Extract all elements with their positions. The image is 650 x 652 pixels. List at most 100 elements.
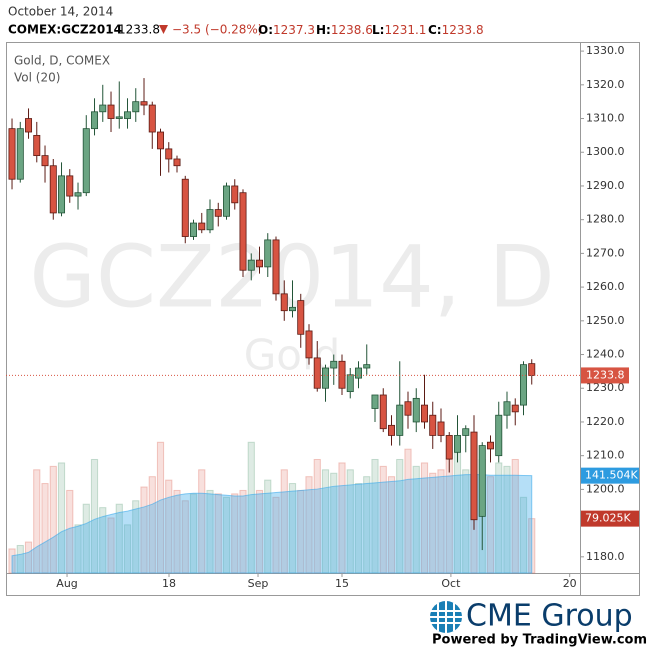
x-tick-label: Aug (56, 577, 77, 590)
y-tick-label: 1290.0 (586, 179, 625, 192)
volume-tag-label: 141.504K (585, 469, 638, 482)
candle-body (445, 435, 453, 460)
y-tick-label: 1270.0 (586, 246, 625, 259)
candle-body (495, 414, 503, 457)
candle-body (74, 192, 82, 197)
candle-body (297, 300, 305, 335)
y-tick-label: 1310.0 (586, 112, 625, 125)
candle-body (140, 101, 148, 106)
candle-body (66, 175, 74, 197)
candle-body (470, 431, 478, 521)
y-tick-label: 1230.0 (586, 381, 625, 394)
candle-body (132, 101, 140, 113)
candle-body (330, 360, 338, 369)
candle-body (148, 104, 156, 133)
ohlc-item: H:1238.6 (316, 23, 373, 37)
candle-body (478, 445, 486, 517)
candle-body (91, 111, 99, 130)
ohlc: O:1237.3 H:1238.6 L:1231.1 C:1233.8 (258, 23, 484, 37)
candle-body (322, 367, 329, 389)
candle-body (421, 404, 428, 423)
candle-body (462, 428, 470, 436)
candle-body (355, 367, 362, 379)
ohlc-value: 1238.6 (331, 23, 373, 37)
watermark: GCZ2014, D (29, 227, 554, 327)
x-tick-label: Sep (248, 577, 269, 590)
candle-body (519, 364, 527, 406)
y-tick-label: 1250.0 (586, 314, 625, 327)
candle-body (49, 165, 57, 214)
last-price-tag (581, 367, 629, 384)
candle-body (223, 185, 231, 217)
candle-body (486, 441, 494, 450)
y-tick-label: 1280.0 (586, 213, 625, 226)
candle-body (264, 239, 272, 268)
ohlc-value: 1233.8 (442, 23, 484, 37)
candle-body (429, 414, 437, 436)
candle-body (41, 155, 49, 167)
candle-body (231, 185, 239, 204)
x-tick-label: 15 (335, 577, 349, 590)
candle-body (289, 306, 296, 312)
candle-body (511, 404, 519, 413)
y-tick-label: 1240.0 (586, 348, 625, 361)
candle-body (8, 128, 16, 180)
date: October 14, 2014 (8, 5, 113, 19)
volume-tag-label: 79.025K (585, 512, 631, 525)
candle-body (239, 192, 247, 271)
candle-body (272, 239, 280, 295)
x-tick-label: Oct (441, 577, 461, 590)
candle-body (214, 209, 222, 217)
candle-body (371, 394, 379, 409)
candle-body (346, 374, 354, 393)
candle-body (107, 104, 115, 119)
candle-body (437, 421, 445, 436)
candle-body (99, 104, 107, 113)
candle-body (305, 330, 313, 359)
candle-body (58, 175, 66, 214)
candle-body (247, 259, 255, 271)
ohlc-value: 1231.1 (384, 23, 426, 37)
candle-body (396, 404, 404, 436)
volume-tag (581, 510, 639, 527)
frame (6, 42, 640, 596)
candle-body (173, 158, 181, 167)
y-tick-label: 1210.0 (586, 449, 625, 462)
candle-body (115, 116, 123, 119)
candle-body (165, 148, 173, 160)
candle-body (404, 401, 412, 416)
ohlc-label: H: (316, 23, 331, 37)
candle-body (206, 209, 214, 231)
candle-body (379, 394, 387, 430)
y-tick-label: 1200.0 (586, 482, 625, 495)
x-tick-label: 18 (162, 577, 176, 590)
symbol: COMEX:GCZ2014 (8, 23, 122, 37)
candle-body (454, 435, 461, 453)
candle-body (412, 397, 420, 423)
y-tick-label: 1260.0 (586, 280, 625, 293)
ohlc-label: L: (372, 23, 384, 37)
volume-tag (581, 467, 639, 484)
y-tick-label: 1180.0 (586, 550, 625, 563)
candle-body (503, 401, 511, 416)
plot (8, 78, 536, 574)
x-tick-label: 20 (563, 577, 577, 590)
y-tick-label: 1320.0 (586, 78, 625, 91)
y-tick-label: 1300.0 (586, 145, 625, 158)
candle-body (313, 357, 321, 389)
legend-title: Gold, D, COMEX (14, 54, 110, 68)
y-tick-label: 1330.0 (586, 44, 625, 57)
candle-body (124, 111, 132, 119)
logo-icon (430, 601, 462, 633)
logo-text: CME Group (466, 599, 633, 634)
change: −3.5 (−0.28%) (172, 23, 263, 37)
candle-body (280, 293, 288, 312)
ohlc-label: O: (258, 23, 273, 37)
candle-body (363, 364, 371, 369)
candle-body (338, 360, 346, 389)
candle-body (33, 134, 41, 157)
legend-volume: Vol (20) (14, 71, 60, 85)
ohlc-item: C:1233.8 (428, 23, 484, 37)
